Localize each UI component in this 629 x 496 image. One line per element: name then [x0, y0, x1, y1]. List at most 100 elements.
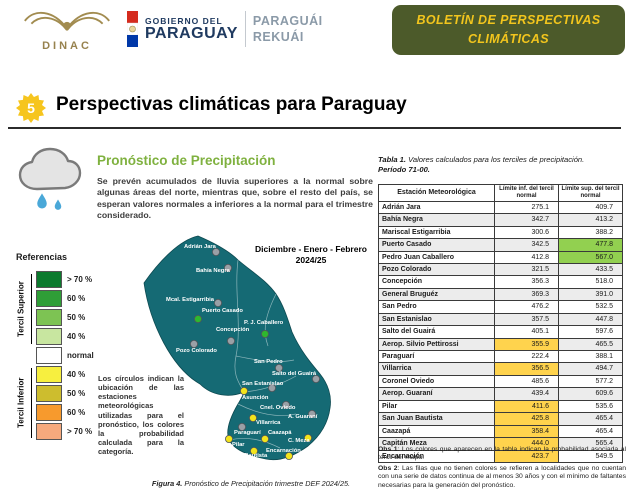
- legend-item: > 70 %: [36, 270, 94, 289]
- table-row: San Juan Bautista 425.8 465.4: [378, 412, 623, 426]
- station-cell: Concepción: [378, 275, 495, 289]
- station-dot: [190, 340, 199, 349]
- station-dot: [225, 434, 234, 443]
- legend-item: 50 %: [36, 384, 94, 403]
- table-row: Mariscal Estigarribia 300.6 388.2: [378, 225, 623, 240]
- station-cell: San Juan Bautista: [378, 412, 495, 426]
- station-dot: [249, 413, 258, 422]
- station-dot: [303, 433, 312, 442]
- limit-inf-cell: 357.5: [494, 312, 559, 327]
- limit-inf-cell: 355.9: [494, 337, 559, 352]
- station-label: Puerto Casado: [202, 308, 243, 314]
- legend-item: 60 %: [36, 403, 94, 422]
- limit-inf-cell: 321.5: [494, 262, 559, 277]
- obs-2-text: : Las filas que no tienen colores se ref…: [378, 465, 626, 489]
- obs-1: Obs 1: Los colores que aparecen en la ta…: [378, 446, 626, 462]
- limit-sup-cell: 567.0: [558, 250, 623, 264]
- paraguay-map-svg: Adrián Jara Bahía Negra Mcal. Estigarribia…: [143, 235, 331, 461]
- limit-sup-cell: 535.6: [558, 399, 623, 414]
- bulletin-title-line2: CLIMÁTICAS: [467, 32, 550, 46]
- limit-inf-cell: 405.1: [494, 325, 559, 339]
- terciles-table-body: Adrián Jara 275.1 409.7 Bahía Negra 342.7 413…: [378, 200, 623, 463]
- forecast-period: Diciembre - Enero - Febrero 2024/25: [252, 244, 370, 267]
- bulletin-title-line1: BOLETÍN DE PERSPECTIVAS: [416, 13, 601, 28]
- limit-inf-cell: 222.4: [494, 350, 559, 364]
- section-number-badge: 5: [16, 93, 46, 123]
- table-row: Salto del Guairá 405.1 597.6: [378, 325, 623, 339]
- table-caption-period: Período 71-00.: [378, 165, 430, 175]
- rain-cloud-icon: [15, 145, 87, 216]
- table-caption: Tabla 1. Valores calculados para los ter…: [378, 155, 626, 176]
- terciles-table: Estación Meteorológica Límite inf. del t…: [378, 184, 623, 463]
- limit-sup-cell: 391.0: [558, 287, 623, 302]
- station-label: San Pedro: [254, 359, 283, 365]
- station-dot: [260, 330, 269, 339]
- table-observations: Obs 1: Los colores que aparecen en la ta…: [378, 446, 626, 493]
- table-row: Puerto Casado 342.5 477.8: [378, 238, 623, 252]
- legend-label: 40 %: [67, 370, 86, 379]
- station-cell: Caazapá: [378, 424, 495, 439]
- station-cell: Encarnación: [378, 449, 495, 463]
- dinac-logo: DINAC: [16, 4, 118, 60]
- legend-item: > 70 %: [36, 422, 94, 441]
- gov-line1: GOBIERNO DEL: [145, 15, 223, 26]
- limit-sup-cell: 413.2: [558, 213, 623, 227]
- col-header-inf: Límite inf. del tercil normal: [494, 184, 559, 202]
- station-dot: [212, 247, 221, 256]
- dinac-wings-icon: [24, 12, 110, 31]
- limit-inf-cell: 423.7: [494, 449, 559, 463]
- table-row: Encarnación 423.7 549.5: [378, 449, 623, 463]
- table-row: Aerop. Silvio Pettirossi 355.9 465.5: [378, 337, 623, 352]
- dinac-label: DINAC: [42, 40, 92, 52]
- station-label: Concepción: [216, 327, 250, 333]
- forecast-period-months: Diciembre - Enero - Febrero: [255, 244, 367, 254]
- station-cell: Coronel Oviedo: [378, 374, 495, 389]
- station-cell: Adrián Jara: [378, 200, 495, 215]
- obs-2-label: Obs 2: [378, 465, 398, 473]
- table-caption-label: Tabla 1.: [378, 155, 406, 164]
- guarani-wordmark: PARAGUÁI REKUÁI: [253, 13, 323, 46]
- legend-swatch: [36, 347, 62, 364]
- station-label: S.J.Bautista: [234, 453, 268, 459]
- legend-item: 60 %: [36, 289, 94, 308]
- precipitation-summary: Se prevén acumulados de lluvia superiore…: [97, 176, 373, 220]
- station-label: Pozo Colorado: [176, 348, 217, 354]
- limit-inf-cell: 275.1: [494, 200, 559, 215]
- table-row: General Bruguéz 369.3 391.0: [378, 287, 623, 302]
- legend-swatch: [36, 404, 62, 421]
- legend-swatch: [36, 385, 62, 402]
- limit-inf-cell: 358.4: [494, 424, 559, 439]
- table-row: San Pedro 476.2 532.5: [378, 300, 623, 314]
- limit-sup-cell: 494.7: [558, 362, 623, 376]
- legend-swatches: > 70 % 60 % 50 % 40 % normal 40 % 50 % 60 % > 70…: [36, 270, 94, 441]
- limit-sup-cell: 477.8: [558, 238, 623, 252]
- table-row: Capitán Meza 444.0 565.4: [378, 437, 623, 451]
- government-logo: GOBIERNO DEL PARAGUAY PARAGUÁI REKUÁI: [127, 11, 323, 47]
- guarani-line1: PARAGUÁI: [252, 13, 323, 28]
- station-cell: Villarrica: [378, 362, 495, 376]
- station-cell: Puerto Casado: [378, 238, 495, 252]
- limit-inf-cell: 485.6: [494, 374, 559, 389]
- bulletin-title-banner: BOLETÍN DE PERSPECTIVAS CLIMÁTICAS: [392, 5, 625, 55]
- limit-sup-cell: 609.6: [558, 387, 623, 401]
- table-header-row: Estación Meteorológica Límite inf. del t…: [378, 184, 623, 202]
- station-label: C. Meza: [288, 438, 310, 444]
- government-wordmark: GOBIERNO DEL PARAGUAY: [145, 16, 238, 43]
- station-cell: Aerop. Guaraní: [378, 387, 495, 401]
- legend-item: normal: [36, 346, 94, 365]
- station-dot: [227, 337, 236, 346]
- legend-label: 60 %: [67, 408, 86, 417]
- table-row: Pilar 411.6 535.6: [378, 399, 623, 414]
- limit-inf-cell: 476.2: [494, 300, 559, 314]
- tercil-superior-label: Tercil Superior: [16, 281, 26, 337]
- page-title: Perspectivas climáticas para Paraguay: [56, 94, 407, 115]
- logo-divider: [244, 11, 246, 47]
- station-label: Adrián Jara: [184, 244, 217, 250]
- limit-sup-cell: 465.4: [558, 424, 623, 439]
- limit-sup-cell: 465.5: [558, 337, 623, 352]
- station-label: Pilar: [232, 442, 245, 448]
- limit-inf-cell: 300.6: [494, 225, 559, 240]
- limit-sup-cell: 433.5: [558, 262, 623, 277]
- limit-sup-cell: 565.4: [558, 437, 623, 451]
- limit-inf-cell: 412.8: [494, 250, 559, 264]
